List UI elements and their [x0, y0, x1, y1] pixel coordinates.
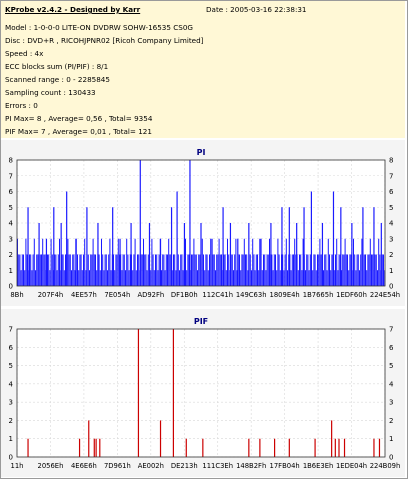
pi-x-tick-label: 4EE57h	[71, 291, 97, 299]
app-title: KProbe v2.4.2 - Designed by Karr	[5, 5, 141, 14]
pi-chart: PI 0 0 1 1 2 2 3 3 4 4 5 5 6 6 7 7 8 8 8Bh 207F4h 4EE57h 7E054…	[9, 148, 401, 299]
pi-y-tick-label-right: 5	[389, 204, 393, 212]
pif-x-tick-label: 1B6E3Eh	[303, 462, 334, 470]
pif-plot-area	[17, 329, 385, 457]
scanned-range-line: Scanned range : 0 - 2285845	[5, 75, 110, 84]
pif-plot-border	[16, 328, 386, 458]
disc-line: Disc : DVD+R , RICOHJPNR02 [Ricoh Compan…	[5, 36, 204, 45]
pif-stats-line: PIF Max= 7 , Average= 0,01 , Total= 121	[5, 127, 152, 136]
pif-x-tick-label: 17FB04h	[270, 462, 300, 470]
pi-plot-border	[16, 159, 386, 287]
pif-x-tick-label: 148B2Fh	[236, 462, 266, 470]
pif-chart-title: PIF	[194, 317, 208, 326]
info-panel: KProbe v2.4.2 - Designed by Karr Date : …	[1, 1, 405, 138]
pif-y-tick-label-left: 0	[9, 454, 13, 462]
pi-y-tick-label-left: 8	[9, 157, 13, 165]
pi-chart-title: PI	[197, 148, 206, 157]
pi-x-tick-label: 8Bh	[10, 291, 23, 299]
sampling-count-line: Sampling count : 130433	[5, 88, 96, 97]
pi-y-tick-label-right: 4	[389, 220, 394, 228]
errors-line: Errors : 0	[5, 101, 38, 110]
pif-y-tick-label-right: 4	[389, 380, 394, 388]
pif-y-tick-label-left: 4	[9, 380, 14, 388]
pif-x-tick-label: 7D961h	[104, 462, 131, 470]
pif-x-tick-label: 2056Eh	[38, 462, 64, 470]
pif-x-tick-label: 11h	[11, 462, 24, 470]
pi-y-tick-label-left: 1	[9, 267, 13, 275]
pi-x-tick-label: 7E054h	[104, 291, 130, 299]
pi-x-tick-label: 1809E4h	[270, 291, 300, 299]
pif-y-tick-label-right: 3	[389, 399, 393, 407]
pi-y-tick-label-left: 4	[9, 220, 14, 228]
pi-y-tick-label-left: 3	[9, 235, 13, 243]
pif-y-tick-label-right: 1	[389, 435, 393, 443]
pi-x-tick-label: 1EDF60h	[336, 291, 367, 299]
pif-x-tick-label: 224B09h	[370, 462, 401, 470]
pif-chart-panel: PIF 0 0 1 1 2 2 3 3 4 4 5 5 6 6 7 7 11h 2056Eh 4E6E6h 7D961h…	[1, 309, 405, 477]
pif-y-tick-label-left: 6	[9, 344, 14, 352]
pi-chart-panel: PI 0 0 1 1 2 2 3 3 4 4 5 5 6 6 7 7 8 8 8Bh 207F4h 4EE57h 7E054…	[1, 140, 405, 306]
pi-y-tick-label-right: 2	[389, 251, 393, 259]
pi-y-tick-label-right: 8	[389, 157, 393, 165]
pi-y-tick-label-left: 2	[9, 251, 13, 259]
pi-y-tick-label-right: 3	[389, 235, 393, 243]
pi-y-tick-label-left: 0	[9, 283, 13, 291]
speed-line: Speed : 4x	[5, 49, 44, 58]
pif-y-tick-label-left: 3	[9, 399, 13, 407]
pif-x-tick-label: AE002h	[138, 462, 164, 470]
pi-x-tick-label: 1B7665h	[303, 291, 334, 299]
pi-y-tick-label-right: 7	[389, 172, 393, 180]
pif-y-tick-label-right: 0	[389, 454, 393, 462]
ecc-line: ECC blocks sum (PI/PIF) : 8/1	[5, 62, 109, 71]
pi-y-tick-label-left: 6	[9, 188, 14, 196]
pi-x-tick-label: AD92Fh	[137, 291, 164, 299]
model-line: Model : 1-0-0-0 LITE-ON DVDRW SOHW-16535…	[5, 23, 193, 32]
pif-y-tick-label-right: 7	[389, 326, 393, 334]
pif-y-tick-label-left: 5	[9, 362, 13, 370]
pif-x-tick-label: 1EDE04h	[336, 462, 367, 470]
pi-x-tick-label: 149C63h	[236, 291, 267, 299]
pif-x-tick-label: 111C3Eh	[202, 462, 233, 470]
pif-y-tick-label-right: 5	[389, 362, 393, 370]
pif-x-tick-label: DE213h	[171, 462, 198, 470]
pi-y-tick-label-right: 1	[389, 267, 393, 275]
pi-y-tick-label-left: 5	[9, 204, 13, 212]
pi-y-tick-label-right: 6	[389, 188, 394, 196]
pi-stats-line: PI Max= 8 , Average= 0,56 , Total= 9354	[5, 114, 153, 123]
pif-chart: PIF 0 0 1 1 2 2 3 3 4 4 5 5 6 6 7 7 11h 2056Eh 4E6E6h 7D961h…	[9, 317, 401, 470]
pi-x-tick-label: 207F4h	[38, 291, 64, 299]
pif-y-tick-label-left: 2	[9, 417, 13, 425]
pif-y-tick-label-right: 6	[389, 344, 394, 352]
pi-x-tick-label: DF1B0h	[171, 291, 198, 299]
pif-x-tick-label: 4E6E6h	[71, 462, 97, 470]
pi-y-tick-label-right: 0	[389, 283, 393, 291]
pi-y-tick-label-left: 7	[9, 172, 13, 180]
scan-date: Date : 2005-03-16 22:38:31	[206, 5, 307, 14]
pi-x-tick-label: 112C41h	[202, 291, 233, 299]
pi-x-tick-label: 224E54h	[370, 291, 400, 299]
pif-y-tick-label-right: 2	[389, 417, 393, 425]
pif-y-tick-label-left: 1	[9, 435, 13, 443]
pif-y-tick-label-left: 7	[9, 326, 13, 334]
